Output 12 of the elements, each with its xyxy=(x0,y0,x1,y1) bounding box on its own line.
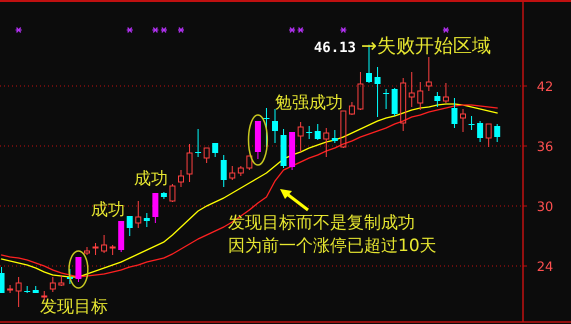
y-tick-label: 42 xyxy=(536,80,554,95)
annotation: 成功 xyxy=(91,200,125,220)
annotation: 成功 xyxy=(134,169,168,189)
annotation: 勉强成功 xyxy=(275,93,343,113)
annotation: 发现目标 xyxy=(40,297,108,317)
annotation: →失败开始区域 xyxy=(361,35,491,57)
y-tick-label: 36 xyxy=(536,140,554,155)
annotation: 发现目标而不是复制成功 xyxy=(228,213,415,233)
y-tick-label: 24 xyxy=(536,260,554,275)
annotation: 46.13 xyxy=(314,40,356,56)
y-tick-label: 30 xyxy=(536,200,554,215)
annotation: 因为前一个涨停已超过10天 xyxy=(228,236,437,256)
